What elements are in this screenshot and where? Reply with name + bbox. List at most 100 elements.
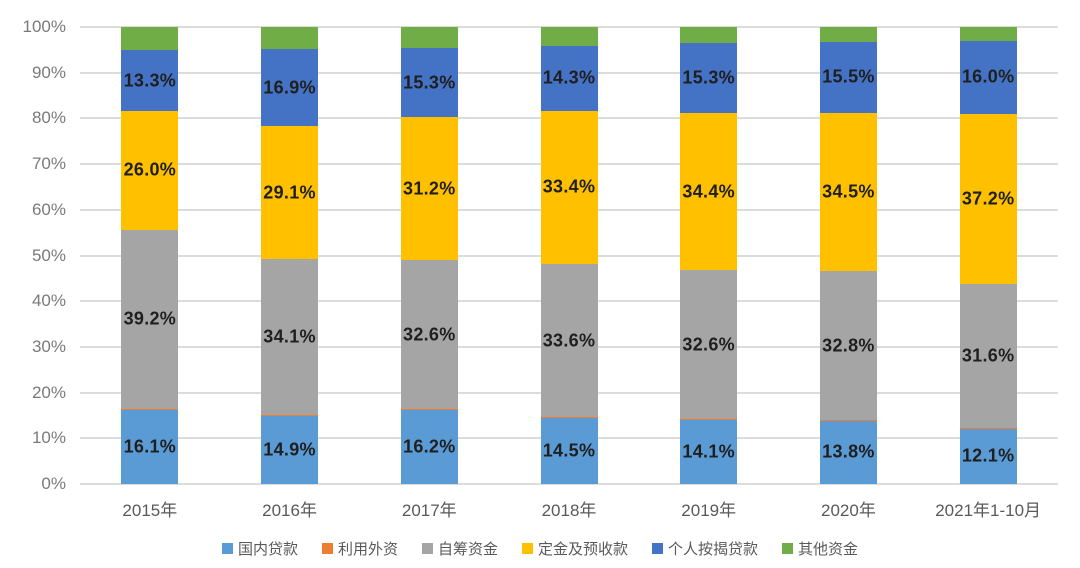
- legend-item: 利用外资: [321, 538, 398, 559]
- bar-data-label: 37.2%: [961, 188, 1015, 209]
- bar-segment: [680, 112, 738, 271]
- bar-data-label: 13.8%: [822, 441, 875, 462]
- bar-data-label: 34.4%: [682, 181, 735, 202]
- bar-segment: [959, 40, 1017, 114]
- x-tick-label: 2019年: [681, 501, 737, 520]
- legend-label: 个人按揭贷款: [668, 541, 759, 558]
- bar-data-label: 14.9%: [263, 439, 316, 460]
- bar-segment: [680, 27, 738, 43]
- bar-segment: [261, 415, 319, 484]
- bar-data-label: 31.2%: [403, 178, 456, 199]
- bar-segment: [261, 414, 319, 416]
- legend-label: 利用外资: [337, 541, 398, 558]
- bar-segment: [819, 27, 877, 43]
- legend-swatch-icon: [652, 543, 664, 554]
- legend-swatch-icon: [421, 543, 433, 554]
- bar-segment: [261, 126, 319, 260]
- bar-segment: [261, 48, 319, 127]
- bar-segment: [400, 47, 458, 118]
- legend-swatch-icon: [221, 543, 233, 554]
- bar-data-label: 33.6%: [542, 330, 596, 350]
- bar-segment: [959, 283, 1017, 429]
- legend-label: 其他资金: [798, 541, 859, 558]
- y-tick-label: 10%: [31, 428, 66, 448]
- bar-segment: [121, 111, 179, 230]
- legend-swatch-icon: [321, 543, 333, 554]
- x-tick-label: 2020年: [821, 501, 876, 520]
- legend-label: 国内贷款: [237, 541, 298, 558]
- bar-data-label: 15.3%: [403, 72, 456, 93]
- bar-data-label: 29.1%: [263, 182, 316, 203]
- x-tick-label: 2015年: [122, 501, 178, 520]
- bar-segment: [261, 259, 319, 415]
- bar-segment: [819, 420, 877, 484]
- bar-data-label: 13.3%: [123, 70, 177, 91]
- bar-segment: [540, 111, 598, 264]
- legend-label: 自筹资金: [437, 541, 498, 558]
- legend-swatch-icon: [522, 543, 533, 554]
- bar-segment: [121, 229, 179, 410]
- bar-data-label: 15.5%: [822, 66, 875, 87]
- bar-segment: [959, 27, 1017, 41]
- bar-data-label: 14.3%: [542, 67, 596, 88]
- bar-segment: [400, 409, 458, 410]
- bar-data-label: 14.1%: [682, 441, 735, 462]
- y-tick-label: 90%: [31, 62, 66, 82]
- bar-segment: [959, 113, 1017, 284]
- legend-swatch-icon: [782, 543, 794, 554]
- bar-segment: [400, 409, 458, 484]
- bar-segment: [121, 27, 179, 51]
- bar-segment: [121, 50, 179, 112]
- bar-data-label: 16.2%: [403, 436, 456, 457]
- bar-data-label: 34.5%: [822, 181, 875, 202]
- x-tick-label: 2017年: [401, 501, 457, 520]
- legend-item: 个人按揭贷款: [652, 538, 758, 559]
- bar-data-label: 26.0%: [123, 159, 177, 180]
- y-tick-label: 70%: [31, 154, 66, 174]
- bar-segment: [261, 27, 319, 49]
- x-tick-label: 2016年: [262, 501, 317, 520]
- bar-data-label: 39.2%: [123, 308, 177, 329]
- bar-data-label: 32.6%: [682, 334, 735, 355]
- legend-item: 国内贷款: [221, 538, 298, 559]
- bar-segment: [540, 263, 598, 418]
- x-tick-label: 2018年: [541, 501, 597, 520]
- bar-data-label: 16.0%: [961, 66, 1015, 87]
- bar-segment: [400, 117, 458, 261]
- x-tick-label: 2021年1-10月: [935, 501, 1042, 520]
- bar-data-label: 31.6%: [961, 345, 1015, 366]
- bar-segment: [819, 42, 877, 113]
- bar-segment: [680, 42, 738, 113]
- legend-label: 定金及预收款: [538, 541, 629, 558]
- bar-segment: [959, 428, 1017, 484]
- y-tick-label: 30%: [31, 336, 66, 356]
- bar-segment: [400, 27, 458, 48]
- bar-data-label: 14.5%: [542, 440, 596, 461]
- bar-data-label: 33.4%: [542, 176, 596, 197]
- bar-segment: [540, 45, 598, 112]
- gridline: [80, 483, 1058, 485]
- bar-data-label: 16.1%: [123, 436, 177, 457]
- bar-data-label: 32.6%: [403, 324, 456, 345]
- bar-data-label: 12.1%: [961, 445, 1015, 466]
- bar-segment: [819, 112, 877, 271]
- legend-item: 其他资金: [782, 538, 858, 559]
- y-tick-label: 80%: [31, 108, 66, 128]
- legend-item: 自筹资金: [421, 538, 498, 559]
- y-tick-label: 40%: [31, 291, 66, 311]
- bar-segment: [680, 419, 738, 484]
- y-tick-label: 50%: [31, 245, 66, 265]
- bar-data-label: 32.8%: [822, 335, 875, 356]
- legend: 国内贷款 利用外资 自筹资金 定金及预收款 个人按揭贷款 其他资金: [0, 538, 1080, 559]
- bar-segment: [121, 410, 179, 484]
- bar-data-label: 15.3%: [682, 67, 735, 88]
- y-tick-label: 0%: [41, 474, 66, 493]
- y-tick-label: 20%: [31, 382, 66, 402]
- y-tick-label: 100%: [22, 17, 66, 36]
- bar-segment: [400, 260, 458, 410]
- bar-segment: [819, 270, 877, 421]
- y-tick-label: 60%: [31, 199, 66, 219]
- bar-segment: [540, 417, 598, 484]
- bar-segment: [121, 409, 179, 411]
